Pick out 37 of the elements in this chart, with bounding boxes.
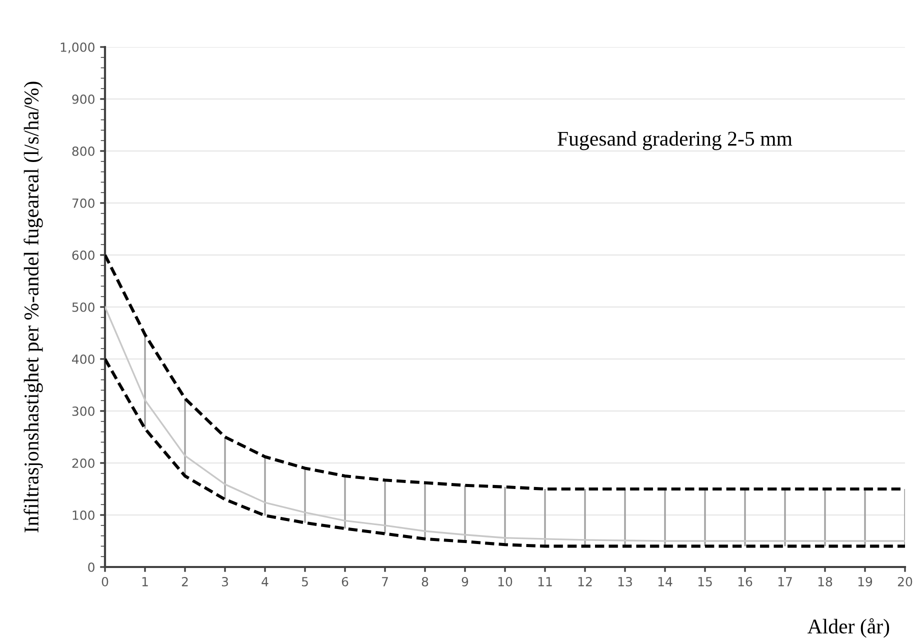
x-tick-label: 6 [342, 576, 348, 586]
x-tick-label: 20 [898, 576, 912, 586]
x-tick-label: 19 [858, 576, 872, 586]
x-tick-label: 13 [618, 576, 632, 586]
y-tick-label: 500 [72, 302, 94, 312]
x-tick-label: 0 [102, 576, 108, 586]
line-series [105, 357, 905, 548]
y-tick-label: 700 [72, 198, 94, 208]
line-series [105, 306, 905, 542]
x-tick-label: 1 [142, 577, 148, 586]
x-tick-label: 15 [698, 577, 712, 586]
x-tick-label: 18 [818, 576, 832, 586]
x-tick-label: 7 [382, 577, 388, 586]
y-tick-label: 800 [72, 146, 94, 156]
y-tick-label: 1,000 [60, 42, 94, 54]
x-tick-label: 5 [302, 577, 308, 586]
y-tick-label: 200 [72, 458, 94, 468]
x-tick-label: 2 [182, 576, 188, 586]
x-tick-label: 10 [498, 576, 512, 586]
x-tick-label: 11 [538, 577, 552, 586]
x-tick-label: 12 [578, 576, 592, 586]
y-tick-label: 300 [72, 406, 94, 416]
x-tick-label: 16 [738, 576, 752, 586]
x-tick-label: 17 [778, 577, 792, 586]
x-tick-label: 14 [658, 577, 672, 586]
y-tick-label: 100 [72, 510, 94, 520]
y-tick-label: 900 [72, 94, 94, 104]
x-tick-label: 4 [262, 577, 268, 586]
x-tick-label: 3 [222, 576, 228, 586]
x-tick-label: 9 [462, 576, 468, 586]
y-tick-label: 400 [72, 354, 94, 364]
x-axis-title: Alder (år) [808, 618, 890, 638]
x-tick-label: 8 [422, 576, 428, 586]
y-tick-label: 0 [88, 562, 94, 572]
y-tick-label: 600 [72, 250, 94, 260]
annotation: Fugesand gradering 2-5 mm [558, 131, 792, 150]
y-axis-title: Infiltrasjonshastighet per %-andel fugeareal (l/s/ha/%) [24, 82, 43, 532]
